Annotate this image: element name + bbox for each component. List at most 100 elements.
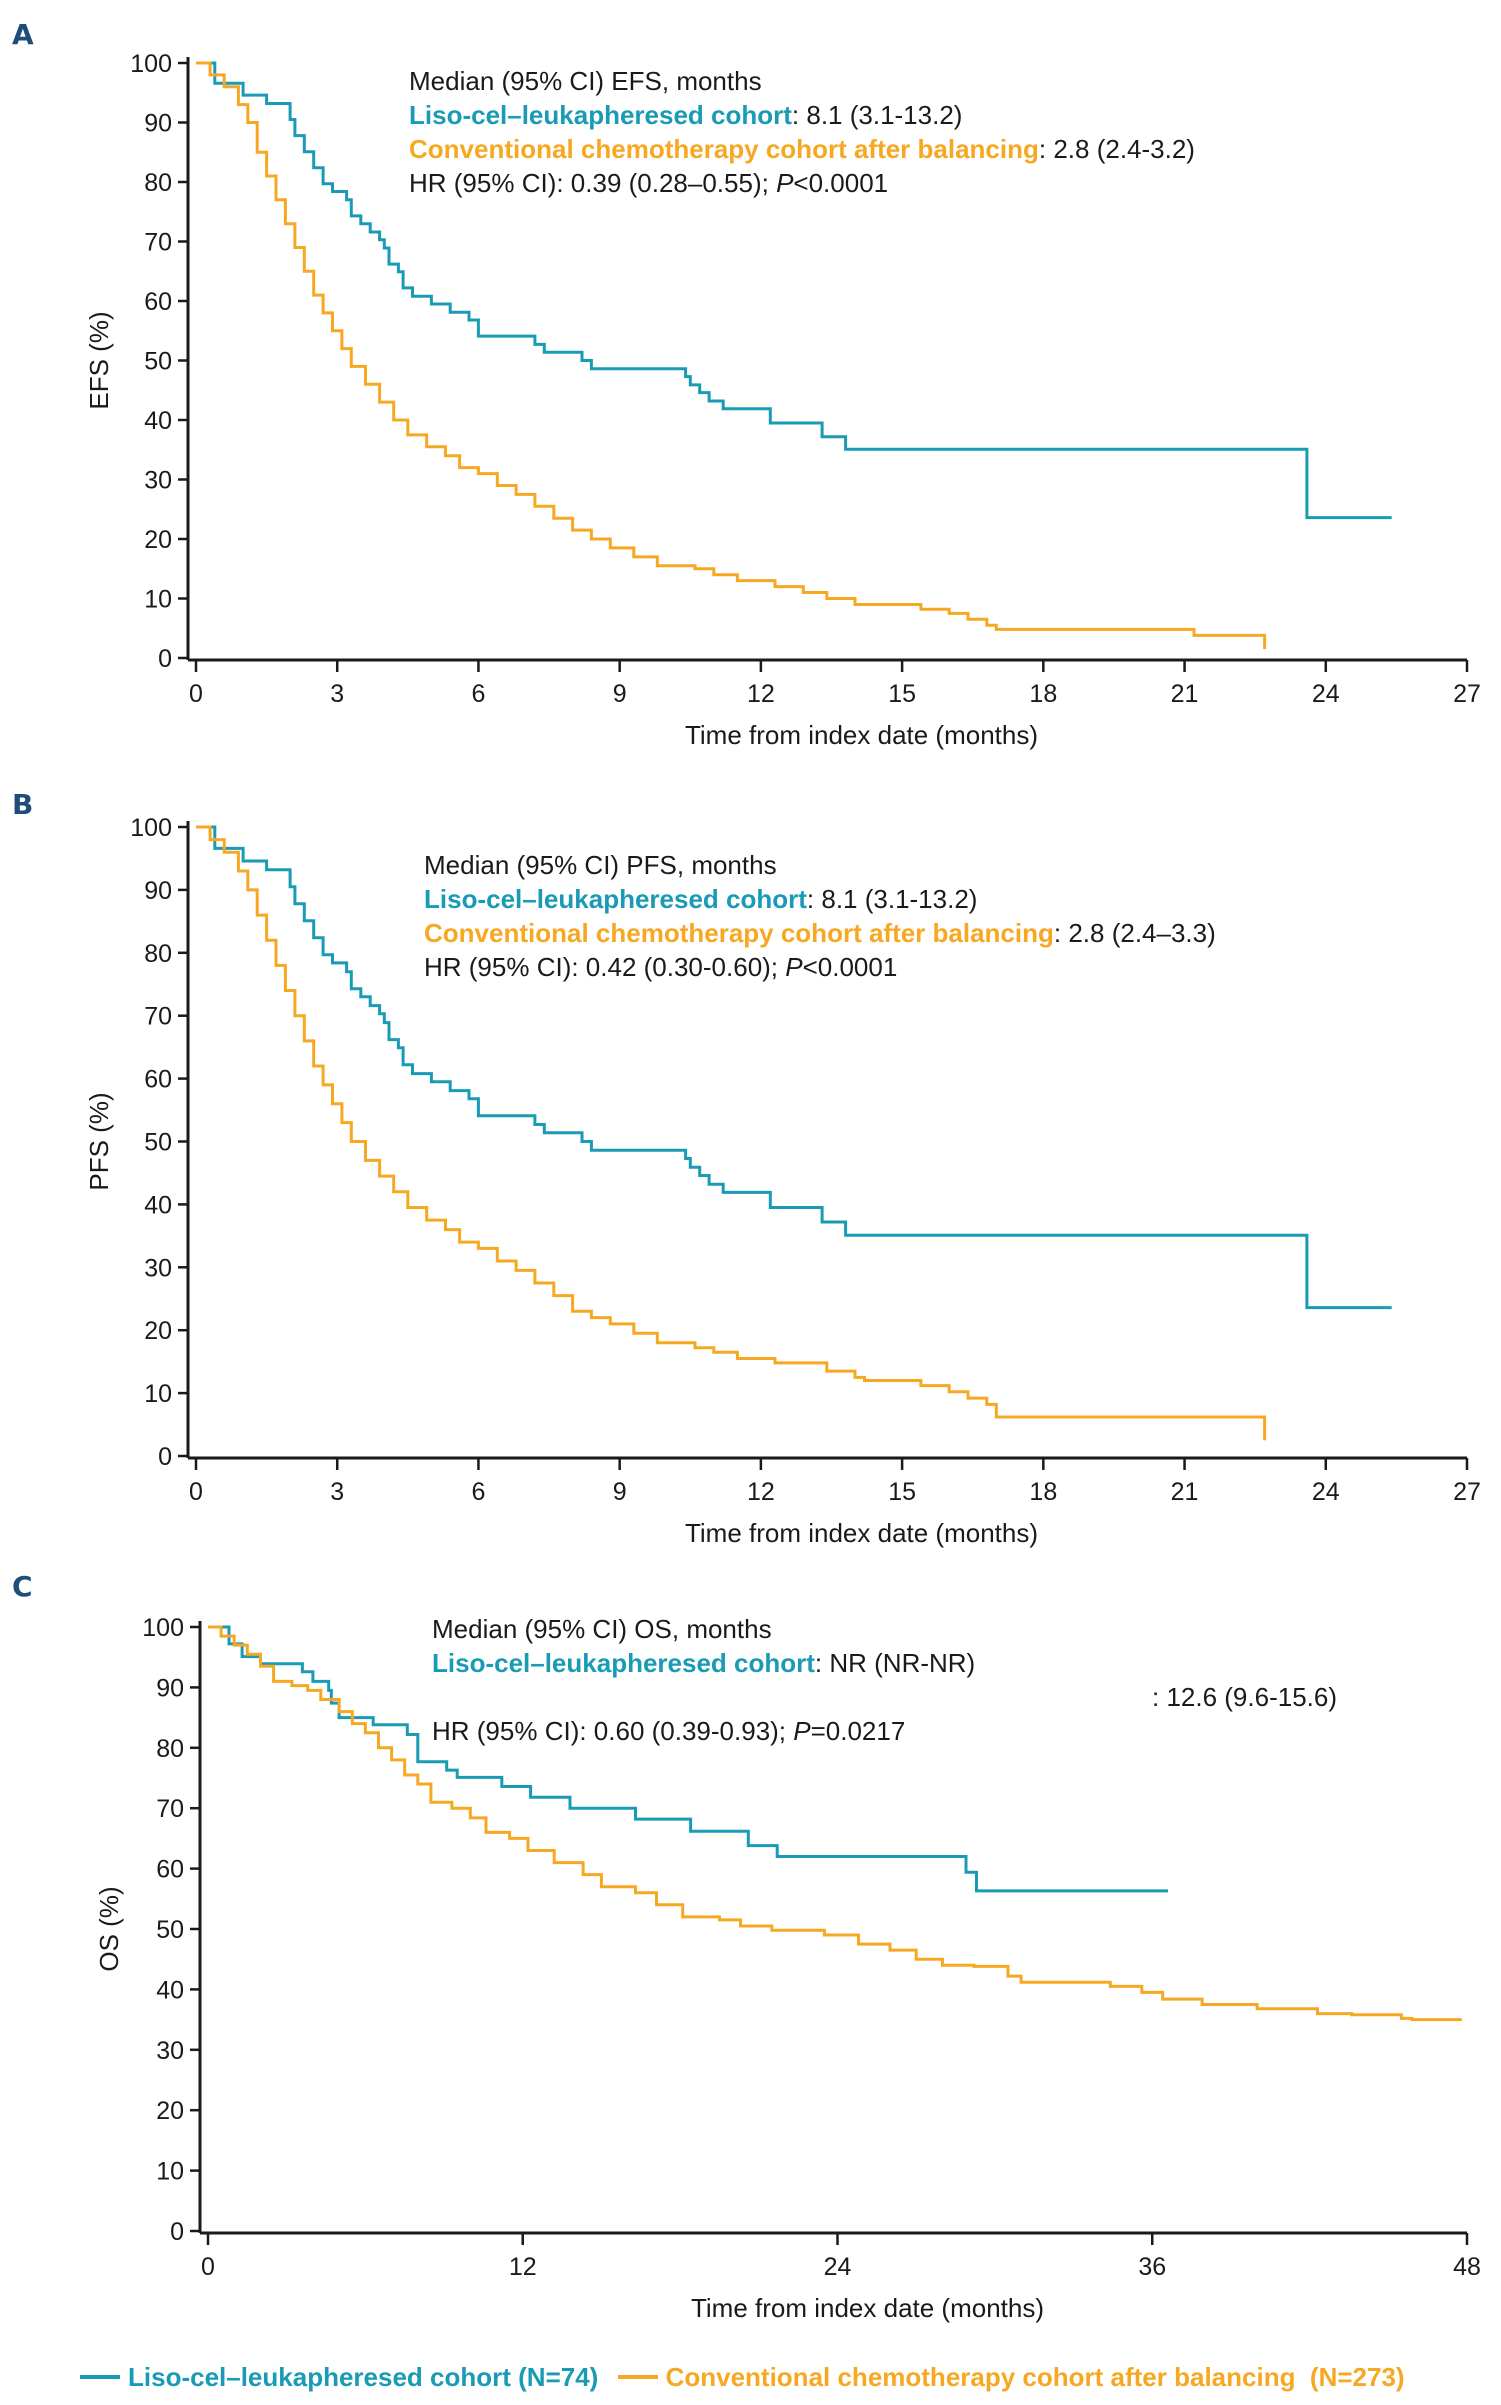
- efs-chart: 0 10 20 30 40 50 60 70 80 90 100 0 3 6 9 12 15 18 21 24 27 Ti…: [84, 50, 1481, 750]
- efs-chemo-value: : 2.8 (2.4-3.2): [1038, 134, 1195, 164]
- efs-median-header: Median (95% CI) EFS, months: [409, 66, 762, 96]
- os-y-tick-label: 80: [156, 1735, 184, 1763]
- pfs-x-tick-label: 15: [888, 1478, 916, 1506]
- os-y-tick-label: 20: [156, 2097, 184, 2125]
- pfs-p-label: P: [785, 952, 803, 982]
- pfs-x-tick-label: 12: [747, 1478, 775, 1506]
- efs-y-axis-title: EFS (%): [84, 311, 114, 409]
- pfs-chemo-value: : 2.8 (2.4–3.3): [1053, 918, 1216, 948]
- efs-x-tick-label: 24: [1312, 680, 1340, 708]
- efs-annotation: Median (95% CI) EFS, months Liso-cel–leu…: [409, 64, 1195, 200]
- pfs-x-tick-label: 18: [1029, 1478, 1057, 1506]
- os-x-tick-label: 24: [824, 2253, 852, 2281]
- efs-y-tick-label: 50: [144, 348, 172, 376]
- pfs-y-tick-label: 90: [144, 877, 172, 905]
- pfs-y-tick-label: 20: [144, 1317, 172, 1345]
- os-y-tick-label: 60: [156, 1856, 184, 1884]
- efs-hazard-ratio: HR (95% CI): 0.39 (0.28–0.55); P<0.0001: [409, 166, 1195, 200]
- legend: Liso-cel–leukapheresed cohort (N=74) Con…: [80, 2355, 1417, 2393]
- legend-n-liso: (N=74): [518, 2361, 599, 2392]
- panel-a: A 0 10 20 30 40 50 60 70 80 90 100 0 3 6 9 12 15 18 21 24 27…: [0, 0, 1501, 780]
- pfs-x-tick-label: 6: [471, 1478, 485, 1506]
- os-x-axis-title: Time from index date (months): [691, 2293, 1044, 2323]
- pfs-x-tick-label: 3: [330, 1478, 344, 1506]
- pfs-y-tick-label: 0: [158, 1443, 172, 1471]
- os-curve-chemo: [208, 1625, 1462, 2022]
- pfs-liso-value: : 8.1 (3.1-13.2): [806, 884, 978, 914]
- pfs-chart: 0 10 20 30 40 50 60 70 80 90 100 0 3 6 9 12 15 18 21 24 27 Ti…: [84, 814, 1481, 1548]
- efs-x-tick-label: 6: [471, 680, 485, 708]
- legend-swatch-chemo: [617, 2375, 658, 2379]
- legend-item-liso: Liso-cel–leukapheresed cohort (N=74): [80, 2362, 598, 2393]
- pfs-chemo-median: Conventional chemotherapy cohort after b…: [424, 916, 1216, 950]
- efs-liso-median: Liso-cel–leukapheresed cohort: 8.1 (3.1-…: [409, 98, 1195, 132]
- os-liso-median: Liso-cel–leukapheresed cohort: NR (NR-NR…: [432, 1646, 1337, 1680]
- os-chemo-median: : 12.6 (9.6-15.6): [432, 1680, 1337, 1714]
- pfs-x-tick-label: 27: [1453, 1478, 1481, 1506]
- os-liso-value: : NR (NR-NR): [814, 1648, 976, 1678]
- panel-letter-c: C: [12, 1570, 33, 1603]
- os-annotation: Median (95% CI) OS, months Liso-cel–leuk…: [432, 1612, 1337, 1748]
- os-p-value: =0.0217: [810, 1716, 906, 1746]
- os-y-tick-label: 40: [156, 1976, 184, 2004]
- pfs-y-tick-label: 80: [144, 940, 172, 968]
- panel-letter-a: A: [12, 18, 34, 51]
- pfs-y-tick-label: 10: [144, 1380, 172, 1408]
- pfs-y-tick-label: 60: [144, 1066, 172, 1094]
- panel-c: C 0 10 20 30 40 50 60 70 80 90 100 0 12 24 36 48 Time fr…: [0, 1570, 1501, 2350]
- legend-n-chemo: (N=273): [1309, 2361, 1405, 2392]
- efs-y-tick-label: 10: [144, 586, 172, 614]
- efs-x-tick-label: 27: [1453, 680, 1481, 708]
- efs-x-tick-label: 3: [330, 680, 344, 708]
- efs-y-tick-label: 90: [144, 110, 172, 138]
- pfs-y-tick-label: 40: [144, 1191, 172, 1219]
- pfs-curve-liso: [196, 825, 1392, 1310]
- legend-item-chemo: Conventional chemotherapy cohort after b…: [617, 2361, 1405, 2393]
- legend-label-chemo: Conventional chemotherapy cohort after b…: [665, 2361, 1296, 2392]
- efs-y-tick-label: 80: [144, 169, 172, 197]
- efs-x-tick-label: 12: [747, 680, 775, 708]
- pfs-p-value: <0.0001: [802, 952, 898, 982]
- pfs-y-axis-title: PFS (%): [84, 1092, 114, 1190]
- efs-liso-value: : 8.1 (3.1-13.2): [791, 100, 963, 130]
- os-hazard-ratio: HR (95% CI): 0.60 (0.39-0.93); P=0.0217: [432, 1714, 1337, 1748]
- pfs-chemo-label: Conventional chemotherapy cohort after b…: [424, 918, 1054, 948]
- os-y-tick-label: 0: [170, 2218, 184, 2246]
- efs-x-tick-label: 15: [888, 680, 916, 708]
- efs-curve-chemo: [196, 61, 1267, 650]
- efs-hr-text: HR (95% CI): 0.39 (0.28–0.55);: [409, 168, 777, 198]
- efs-x-tick-label: 18: [1029, 680, 1057, 708]
- pfs-annotation: Median (95% CI) PFS, months Liso-cel–leu…: [424, 848, 1216, 984]
- efs-y-tick-label: 30: [144, 467, 172, 495]
- efs-x-tick-label: 21: [1171, 680, 1199, 708]
- efs-y-tick-label: 0: [158, 645, 172, 673]
- efs-curve-liso: [196, 61, 1392, 520]
- os-y-axis-title: OS (%): [94, 1886, 124, 1971]
- os-chemo-value: : 12.6 (9.6-15.6): [1152, 1682, 1337, 1712]
- legend-label-liso: Liso-cel–leukapheresed cohort: [128, 2361, 511, 2392]
- pfs-y-tick-label: 30: [144, 1254, 172, 1282]
- efs-liso-label: Liso-cel–leukapheresed cohort: [409, 100, 792, 130]
- pfs-x-tick-label: 0: [189, 1478, 203, 1506]
- pfs-x-tick-label: 9: [613, 1478, 627, 1506]
- os-curve-liso: [208, 1625, 1168, 1893]
- os-y-tick-label: 90: [156, 1674, 184, 1702]
- efs-p-value: <0.0001: [793, 168, 889, 198]
- os-y-tick-label: 30: [156, 2037, 184, 2065]
- efs-y-tick-label: 60: [144, 288, 172, 316]
- pfs-hazard-ratio: HR (95% CI): 0.42 (0.30-0.60); P<0.0001: [424, 950, 1216, 984]
- pfs-liso-label: Liso-cel–leukapheresed cohort: [424, 884, 807, 914]
- os-y-tick-label: 70: [156, 1795, 184, 1823]
- os-chart: 0 10 20 30 40 50 60 70 80 90 100 0 12 24 36 48 Time from…: [94, 1614, 1481, 2323]
- efs-y-tick-label: 100: [130, 50, 172, 78]
- pfs-y-tick-label: 50: [144, 1129, 172, 1157]
- efs-x-tick-label: 9: [613, 680, 627, 708]
- pfs-median-header: Median (95% CI) PFS, months: [424, 850, 777, 880]
- os-hr-text: HR (95% CI): 0.60 (0.39-0.93);: [432, 1716, 794, 1746]
- efs-x-tick-label: 0: [189, 680, 203, 708]
- os-p-label: P: [793, 1716, 811, 1746]
- efs-chemo-label: Conventional chemotherapy cohort after b…: [409, 134, 1039, 164]
- os-y-tick-label: 50: [156, 1916, 184, 1944]
- os-x-tick-label: 12: [509, 2253, 537, 2281]
- efs-y-tick-label: 70: [144, 229, 172, 257]
